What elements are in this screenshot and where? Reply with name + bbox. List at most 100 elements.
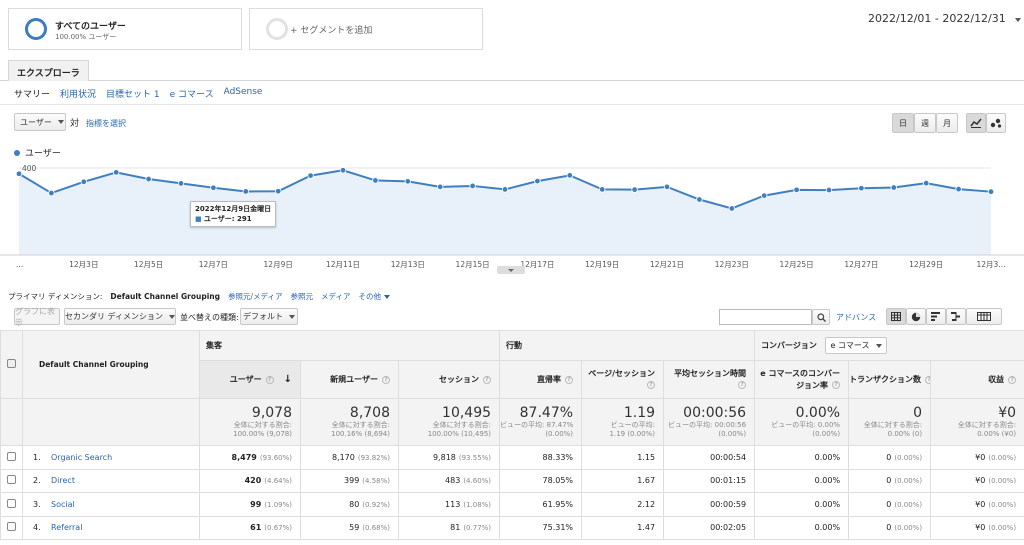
tooltip-dot-icon: ■ (195, 215, 202, 223)
plot-rows-button[interactable]: グラフに表示 (14, 307, 60, 327)
advanced-filter-link[interactable]: アドバンス (836, 313, 877, 322)
totals-blank-cell (22, 398, 200, 446)
col-transactions[interactable]: トランザクション数? (848, 360, 932, 399)
chart-data-point (534, 177, 541, 185)
subnav-ecommerce[interactable]: e コマース (169, 90, 214, 100)
conversion-goal-select[interactable]: e コマース (825, 337, 887, 354)
select-metric-link[interactable]: 指標を選択 (86, 119, 126, 128)
col-bounce-rate[interactable]: 直帰率? (499, 360, 583, 399)
row-users: 99 (1.09%) (199, 492, 301, 517)
subnav-summary[interactable]: サマリー (14, 90, 51, 100)
col-pages-per-session[interactable]: ページ/セッション? (581, 360, 665, 399)
col-users-label: ユーザー (229, 375, 262, 384)
sort-type-value: デフォルト (243, 312, 283, 321)
row-revenue-value: ¥0 (975, 499, 986, 509)
chart-data-point (307, 172, 314, 179)
select-all-cell (0, 330, 23, 399)
subnav-goal-set[interactable]: 目標セット 1 (106, 90, 160, 100)
col-avg-session-duration[interactable]: 平均セッション時間? (663, 360, 756, 399)
col-users[interactable]: ユーザー? ↓ (199, 360, 301, 399)
row-channel-link[interactable]: Direct (51, 476, 75, 486)
row-channel-link[interactable]: Social (51, 499, 75, 509)
conversion-group-header: コンバージョン e コマース (754, 330, 1024, 361)
total-sessions-sub1: 全体に対する割合: (432, 421, 492, 429)
total-users: 9,078 全体に対する割合: 100.00% (9,078) (199, 398, 301, 446)
chart-data-point (923, 179, 930, 187)
row-new-users: 8,170 (93.82%) (300, 445, 399, 470)
view-comparison-button[interactable] (946, 308, 966, 325)
row-transactions: 0 (0.00%) (848, 468, 932, 493)
total-revenue: ¥0 全体に対する割合: 0.00% (¥0) (930, 398, 1024, 446)
dimension-other-label: その他 (358, 292, 381, 301)
help-icon: ? (925, 375, 930, 384)
col-revenue[interactable]: 収益? (930, 360, 1024, 399)
row-channel-link[interactable]: Organic Search (51, 452, 113, 462)
col-sessions-label: セッション (439, 375, 480, 384)
line-chart-toggle[interactable] (966, 113, 986, 133)
add-segment-card[interactable]: + セグメントを追加 (249, 8, 483, 50)
subnav-adsense[interactable]: AdSense (223, 87, 263, 97)
sort-type-select[interactable]: デフォルト (240, 308, 298, 325)
motion-chart-toggle[interactable] (986, 113, 1006, 133)
row-checkbox[interactable] (7, 522, 16, 532)
col-new-users[interactable]: 新規ユーザー? (300, 360, 399, 399)
chart-x-tick-label: 12月13日 (391, 260, 425, 269)
row-bounce-rate: 75.31% (499, 515, 583, 540)
total-rev-sub2: 0.00% (¥0) (977, 430, 1017, 438)
view-pie-button[interactable] (906, 308, 926, 325)
period-month-button[interactable]: 月 (936, 113, 958, 133)
total-bounce-rate-value: 87.47% (519, 405, 574, 421)
dimension-source[interactable]: 参照元 (290, 292, 314, 301)
metric-select-value: ユーザー (20, 117, 52, 127)
chart-data-point (825, 186, 833, 194)
search-button[interactable] (812, 309, 830, 325)
row-users-pct: (4.64%) (264, 477, 292, 486)
total-users-value: 9,078 (251, 405, 292, 421)
chevron-down-icon (383, 295, 390, 299)
view-pivot-button[interactable] (966, 308, 1002, 325)
total-bounce-rate-sub1: ビューの平均: 87.47% (500, 421, 574, 429)
row-channel-link[interactable]: Referral (51, 523, 83, 533)
chart-y-tick-label: 400 (22, 164, 37, 173)
period-week-button[interactable]: 週 (914, 113, 936, 133)
chart-tooltip: 2022年12月9日金曜日 ■ ユーザー: 291 (190, 201, 277, 227)
row-dimension-cell: 3. Social (22, 492, 200, 517)
dimension-other[interactable]: その他 (358, 291, 390, 302)
row-checkbox[interactable] (7, 498, 16, 508)
col-ecommerce-conversion-rate[interactable]: e コマースのコンバージョン率? (754, 360, 850, 399)
table-row: 3. Social 99 (1.09%) 80 (0.92%) 113 (1.08%) 61.9… (0, 492, 1024, 517)
row-transactions-value: 0 (886, 499, 892, 509)
view-performance-button[interactable] (926, 308, 946, 325)
chart-x-tick-label: 12月23日 (715, 260, 749, 269)
subnav-usage[interactable]: 利用状況 (60, 90, 97, 100)
secondary-dimension-select[interactable]: セカンダリ ディメンション (64, 308, 176, 325)
chart-data-point (177, 180, 185, 187)
dimension-header[interactable]: Default Channel Grouping (22, 330, 200, 399)
col-sessions[interactable]: セッション? (397, 360, 501, 399)
row-new-users-value: 59 (349, 523, 360, 533)
chart-x-tick-label: 12月27日 (844, 260, 878, 269)
date-range-picker[interactable]: 2022/12/01 - 2022/12/31 (868, 12, 1022, 25)
row-sessions-pct: (93.55%) (458, 453, 492, 462)
period-day-button[interactable]: 日 (892, 113, 914, 133)
chart-data-point (339, 167, 347, 174)
row-revenue-value: ¥0 (975, 476, 986, 486)
view-table-button[interactable] (886, 308, 906, 325)
chart-data-point (15, 170, 23, 177)
metric-select[interactable]: ユーザー (14, 113, 66, 131)
dimension-medium[interactable]: メディア (321, 292, 351, 301)
col-pages-per-session-label: ページ/セッション (588, 368, 656, 378)
row-checkbox[interactable] (7, 475, 16, 485)
table-search-input[interactable] (719, 309, 812, 325)
chart-x-tick-label: 12月17日 (520, 260, 554, 269)
segment-card-all-users[interactable]: すべてのユーザー 100.00% ユーザー (8, 8, 242, 50)
row-sessions-pct: (4.60%) (463, 477, 492, 486)
row-checkbox[interactable] (7, 451, 16, 461)
tab-explorer[interactable]: エクスプローラ (8, 60, 89, 81)
total-tx-value: 0 (913, 405, 923, 421)
total-conv-sub1: ビューの平均: 0.00% (771, 421, 841, 429)
dimension-source-medium[interactable]: 参照元/メディア (227, 292, 283, 301)
row-bounce-rate: 88.33% (499, 445, 583, 470)
chart-collapse-handle[interactable] (497, 266, 525, 274)
select-all-checkbox[interactable] (7, 359, 16, 368)
